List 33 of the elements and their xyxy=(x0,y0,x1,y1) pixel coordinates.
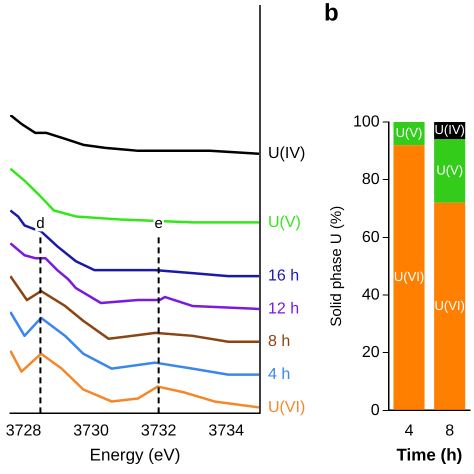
series-label: U(V) xyxy=(396,125,422,140)
series-label: U(VI) xyxy=(268,398,306,416)
series-label: 16 h xyxy=(268,268,300,285)
y-tick-label: 0 xyxy=(370,402,380,419)
series-label: 4 h xyxy=(268,366,290,384)
y-tick-label: 20 xyxy=(362,344,380,362)
x-tick-label: 4 xyxy=(404,422,414,440)
bar xyxy=(434,139,466,203)
y-axis-title: Solid phase U (%) xyxy=(328,206,346,327)
x-tick-label: 3728 xyxy=(6,422,42,440)
x-tick-label: 8 xyxy=(445,422,454,440)
y-tick-label: 60 xyxy=(362,228,380,246)
series-label: U(VI) xyxy=(394,269,424,284)
y-tick-label: 80 xyxy=(362,171,380,188)
series-label: 8 h xyxy=(268,333,290,350)
bar xyxy=(393,145,425,410)
text: U(V) xyxy=(436,162,464,178)
x-axis-title: Time (h) xyxy=(396,445,462,464)
bar xyxy=(434,202,466,410)
x-tick-label: 3730 xyxy=(73,422,109,440)
x-tick-label: 3732 xyxy=(140,422,177,440)
ref-line-label: d xyxy=(36,215,45,232)
y-tick-label: 40 xyxy=(362,286,380,304)
x-axis-title: Energy (eV) xyxy=(90,445,180,464)
text: U(VI) xyxy=(434,298,465,313)
text: b xyxy=(324,0,339,27)
series-label: U(IV) xyxy=(434,122,465,138)
series-label: U(IV) xyxy=(268,145,306,162)
ref-line-label: e xyxy=(154,215,163,232)
series-label: 12 h xyxy=(268,300,300,318)
series-label: U(V) xyxy=(268,214,301,231)
y-tick-label: 100 xyxy=(352,113,380,130)
x-tick-label: 3734 xyxy=(208,422,244,440)
